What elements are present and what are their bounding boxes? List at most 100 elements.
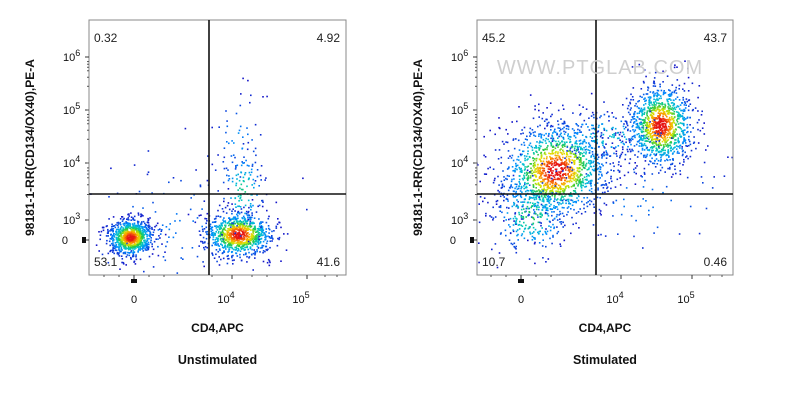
event-dot <box>687 67 689 70</box>
event-dot <box>243 206 245 209</box>
event-dot <box>247 79 249 82</box>
event-dot <box>568 175 570 177</box>
event-dot <box>545 212 548 215</box>
event-dot <box>256 234 258 236</box>
quadrant-label-lower-left: 53.1 <box>94 255 118 269</box>
event-dot <box>217 311 219 313</box>
event-dot <box>218 234 221 237</box>
event-dot <box>540 180 542 183</box>
event-dot <box>519 161 522 163</box>
event-dot <box>552 132 554 134</box>
event-dot <box>537 125 539 128</box>
event-dot <box>667 125 670 128</box>
event-dot <box>573 149 576 152</box>
event-dot <box>510 242 513 245</box>
event-dot <box>140 232 142 235</box>
event-dot <box>539 159 542 161</box>
event-dot <box>521 163 524 165</box>
event-dot <box>256 249 258 251</box>
event-dot <box>569 161 571 163</box>
event-dot <box>688 135 690 138</box>
event-dot <box>562 123 565 125</box>
event-dot <box>609 155 611 157</box>
event-dot <box>126 241 128 243</box>
event-dot <box>140 213 142 215</box>
event-dot <box>230 197 232 199</box>
event-dot <box>520 143 523 146</box>
event-dot <box>660 156 662 159</box>
event-dot <box>132 225 134 228</box>
event-dot <box>598 173 600 176</box>
event-dot <box>597 162 599 164</box>
event-dot <box>649 127 652 130</box>
event-dot <box>692 127 694 129</box>
event-dot <box>113 233 115 235</box>
event-dot <box>649 134 652 137</box>
event-dot <box>567 185 569 187</box>
event-dot <box>139 234 141 237</box>
event-dot <box>523 169 526 171</box>
event-dot <box>286 233 289 235</box>
event-dot <box>573 153 576 155</box>
event-dot <box>526 189 529 192</box>
event-dot <box>546 200 549 202</box>
event-dot <box>654 85 657 87</box>
event-dot <box>643 142 646 145</box>
event-dot <box>663 146 665 148</box>
event-dot <box>574 191 577 194</box>
event-dot <box>257 243 260 245</box>
event-dot <box>551 214 553 217</box>
event-dot <box>521 225 524 227</box>
event-dot <box>607 171 609 173</box>
event-dot <box>141 242 143 244</box>
event-dot <box>659 85 661 88</box>
event-dot <box>141 248 144 250</box>
event-dot <box>225 248 227 250</box>
event-dot <box>497 189 499 192</box>
event-dot <box>673 150 676 153</box>
event-dot <box>668 111 670 113</box>
event-dot <box>235 231 237 233</box>
event-dot <box>135 247 137 249</box>
event-dot <box>560 223 563 225</box>
event-dot <box>555 183 558 186</box>
event-dot <box>670 146 672 148</box>
event-dot <box>245 222 248 225</box>
event-dot <box>641 122 643 125</box>
event-dot <box>122 230 125 233</box>
event-dot <box>235 182 238 185</box>
event-dot <box>564 182 566 185</box>
event-dot <box>146 238 148 240</box>
event-dot <box>572 112 574 114</box>
event-dot <box>663 145 665 148</box>
event-dot <box>499 233 502 235</box>
event-dot <box>168 236 170 238</box>
event-dot <box>563 182 565 184</box>
event-dot <box>683 134 685 136</box>
event-dot <box>129 234 131 236</box>
event-dot <box>641 144 643 146</box>
event-dot <box>532 217 535 219</box>
event-dot <box>233 229 235 232</box>
event-dot <box>581 200 583 203</box>
event-dot <box>661 130 664 133</box>
event-dot <box>684 101 686 103</box>
event-dot <box>117 223 120 225</box>
event-dot <box>648 117 650 119</box>
event-dot <box>139 242 142 245</box>
event-dot <box>509 226 511 228</box>
event-dot <box>131 230 134 233</box>
event-dot <box>230 244 233 246</box>
event-dot <box>560 118 562 120</box>
event-dot <box>621 151 624 154</box>
event-dot <box>577 158 580 160</box>
event-dot <box>557 140 560 143</box>
event-dot <box>568 186 570 189</box>
event-dot <box>677 117 679 119</box>
event-dot <box>608 182 610 184</box>
event-dot <box>568 180 570 183</box>
event-dot <box>128 254 131 257</box>
event-dot <box>246 227 248 230</box>
event-dot <box>548 168 551 171</box>
event-dot <box>563 177 566 179</box>
